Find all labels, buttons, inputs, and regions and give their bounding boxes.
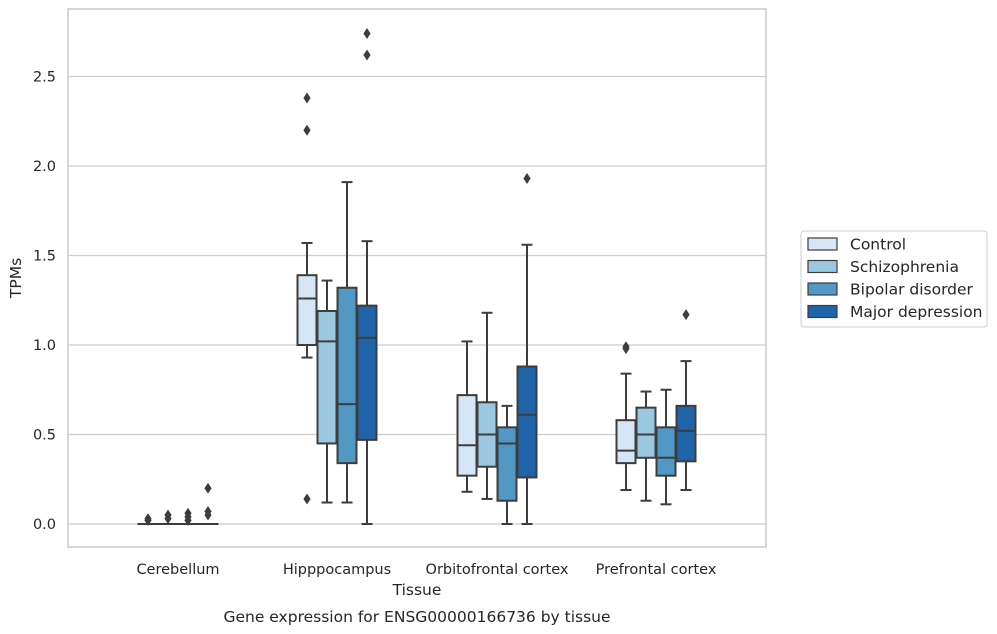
iqr-box [296,274,318,346]
outlier-point [144,514,152,526]
x-tick-label: Orbitofrontal cortex [426,562,569,578]
series-bipolar-disorder [177,181,677,526]
outlier-point [363,28,371,40]
box-group [456,340,478,493]
outlier-point [622,343,630,355]
legend-swatch [807,304,838,319]
box-group [675,309,697,491]
iqr-box [496,426,518,502]
plot-area-frame [67,8,767,548]
box-group [615,341,637,491]
legend-swatch [807,237,838,251]
y-tick-label: 0.0 [33,517,56,533]
legend-label: Control [850,236,906,254]
y-tick-label: 1.0 [33,338,56,354]
x-tick-label: Prefrontal cortex [596,562,717,578]
legend-item: Schizophrenia [807,258,959,276]
box-group [157,509,179,526]
outlier-point [303,92,311,104]
box-group [516,173,538,525]
x-axis-title: Tissue [392,581,442,599]
outlier-point [184,514,192,526]
iqr-box [316,309,338,445]
series-major-depression [197,28,697,526]
legend: Control Schizophrenia Bipolar disorder Majo… [800,230,988,328]
series-schizophrenia [157,279,657,526]
iqr-box [615,419,637,465]
y-tick-label: 2.0 [33,159,56,175]
iqr-box [356,304,378,441]
y-tick-label: 0.5 [33,428,56,444]
iqr-box [635,406,657,459]
box-group [316,279,338,504]
box-group [137,513,159,526]
box-series [137,28,697,526]
series-control [137,92,637,526]
x-tick-label: Cerebellum [136,562,219,578]
legend-label: Bipolar disorder [850,281,974,299]
y-tick-labels: 0.0 0.5 1.0 1.5 2.0 2.5 [33,70,56,534]
gridlines [68,75,766,525]
iqr-box [516,365,538,479]
box-group [197,482,219,526]
legend-swatch [807,259,838,274]
outlier-point [164,513,172,525]
box-group [177,507,199,526]
box-group [655,388,677,506]
outlier-point [204,509,212,521]
y-tick-label: 2.5 [33,70,56,86]
legend-item: Control [807,236,906,254]
outlier-point [303,493,311,505]
x-tick-label: Hipppocampus [283,562,391,578]
legend-label: Major depression [850,303,983,321]
x-tick-labels: Cerebellum Hipppocampus Orbitofrontal cort… [136,562,716,578]
legend-frame [800,230,988,328]
box-group [476,311,498,500]
legend-swatch [807,282,838,296]
box-group [635,390,657,502]
outlier-point [363,49,371,61]
legend-item: Bipolar disorder [807,281,974,299]
legend-item: Major depression [807,303,983,321]
box-group [356,28,378,525]
legend-label: Schizophrenia [850,258,959,276]
outlier-point [303,124,311,136]
y-axis-title: TPMs [7,258,25,299]
box-group [336,181,358,504]
outlier-point [204,482,212,494]
iqr-box [675,404,697,463]
y-tick-label: 1.5 [33,249,56,265]
outlier-point [682,309,690,321]
outlier-point [523,173,531,185]
iqr-box [336,286,358,465]
box-group [496,404,518,525]
box-group [296,92,318,505]
figure-caption: Gene expression for ENSG00000166736 by t… [223,608,610,626]
iqr-box [655,426,677,477]
iqr-box [456,394,478,477]
